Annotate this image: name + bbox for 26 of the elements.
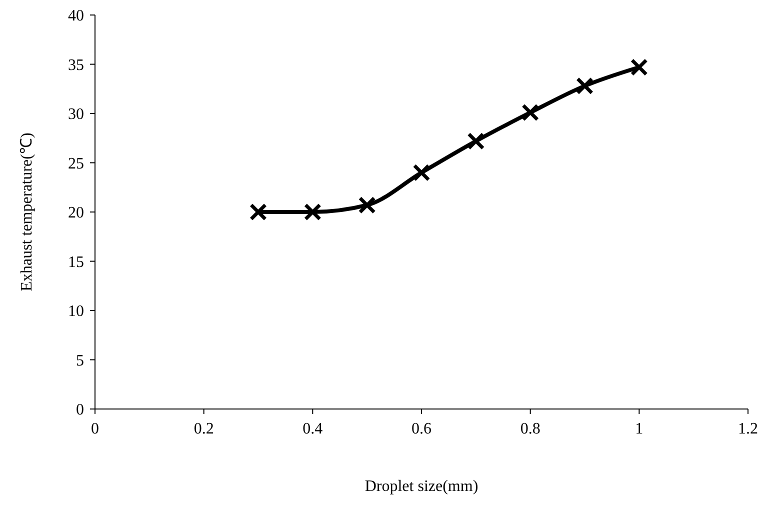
y-tick-label: 20 <box>68 204 84 222</box>
y-tick-label: 25 <box>68 155 84 172</box>
x-tick-label: 1.2 <box>738 420 758 438</box>
y-tick-label: 40 <box>68 8 84 25</box>
y-tick-label: 15 <box>68 254 84 271</box>
point <box>522 104 540 122</box>
point <box>412 164 430 182</box>
point <box>304 203 322 221</box>
y-tick-label: 10 <box>68 303 84 320</box>
point <box>250 203 267 221</box>
point <box>630 58 648 76</box>
y-axis-title: Exhaust temperature(℃) <box>18 132 36 292</box>
y-tick-label: 35 <box>68 56 84 74</box>
point <box>576 77 594 95</box>
point <box>358 196 376 214</box>
point <box>467 132 485 150</box>
x-tick-label: 0 <box>91 420 99 438</box>
x-tick-label: 0.8 <box>520 420 540 438</box>
x-axis-title: Droplet size(mm) <box>364 478 478 495</box>
y-tick-label: 0 <box>76 402 84 419</box>
x-tick-label: 0.6 <box>412 420 432 438</box>
x-tick-label: 0.2 <box>194 420 214 438</box>
y-tick-label: 5 <box>76 352 84 370</box>
y-tick-label: 30 <box>68 106 84 124</box>
x-tick-label: 0.4 <box>302 420 323 438</box>
x-tick-label: 1 <box>635 420 644 438</box>
